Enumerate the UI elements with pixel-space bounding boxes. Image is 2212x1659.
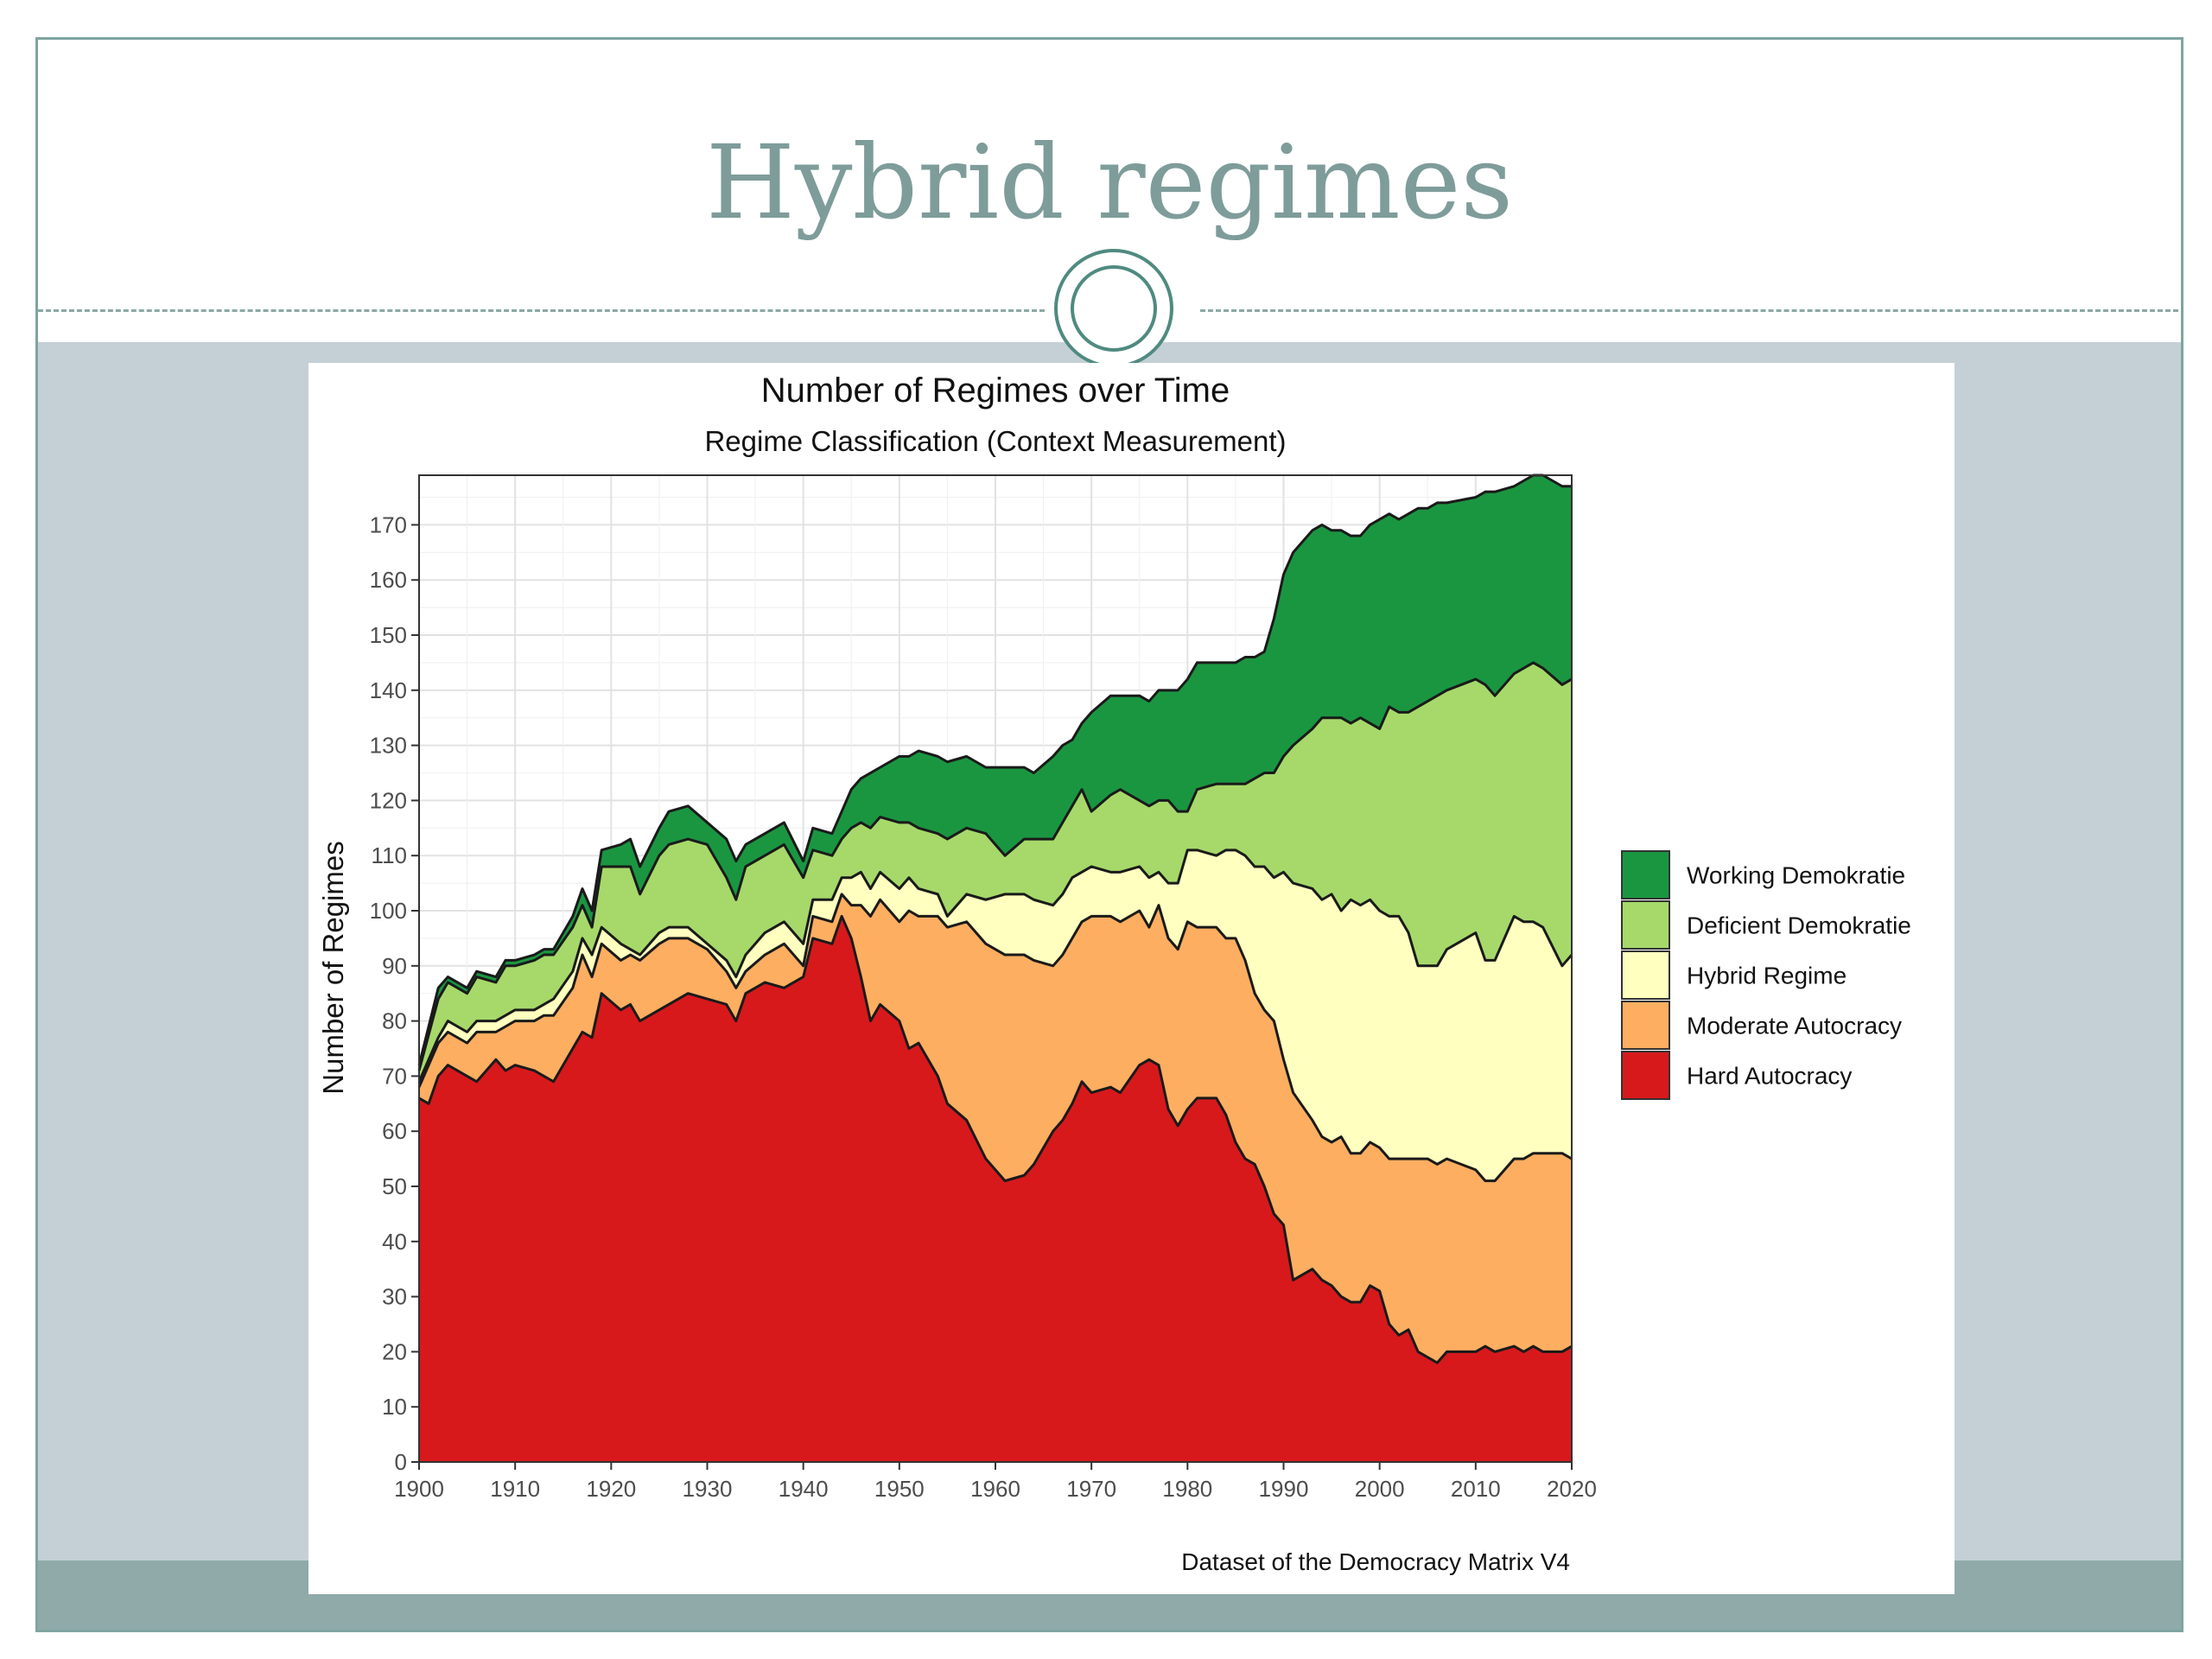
- y-tick-label: 70: [382, 1063, 407, 1089]
- y-tick-label: 60: [382, 1118, 407, 1144]
- x-tick-label: 1930: [683, 1476, 733, 1502]
- area-moderate-autocracy: [419, 893, 1572, 1363]
- y-tick-label: 90: [382, 953, 407, 979]
- boundary-line-deficient-demokratie: [417, 661, 1573, 1071]
- legend-swatch-deficient-demokratie: [1621, 900, 1670, 950]
- legend: Working Demokratie Deficient Demokratie Hy…: [1621, 850, 1911, 1100]
- y-tick-label: 50: [382, 1173, 407, 1199]
- y-tick-label: 170: [370, 512, 407, 537]
- x-tick-label: 1960: [970, 1476, 1020, 1502]
- legend-label-hybrid-regime: Hybrid Regime: [1687, 963, 1847, 989]
- y-tick-label: 30: [382, 1284, 407, 1310]
- area-hard-autocracy: [419, 916, 1572, 1462]
- ornament-inner-circle: [1071, 265, 1157, 352]
- y-tick-label: 110: [372, 842, 407, 868]
- x-tick-label: 1980: [1162, 1476, 1212, 1502]
- area-hybrid-regime: [419, 849, 1572, 1181]
- legend-label-deficient-demokratie: Deficient Demokratie: [1687, 912, 1911, 939]
- chart-title: Number of Regimes over Time: [761, 372, 1230, 410]
- x-tick-label: 2020: [1547, 1476, 1597, 1502]
- legend-label-hard-autocracy: Hard Autocracy: [1687, 1063, 1852, 1090]
- x-tick-label: 1940: [779, 1476, 829, 1502]
- y-tick-label: 20: [382, 1338, 407, 1364]
- chart-caption: Dataset of the Democracy Matrix V4: [1181, 1548, 1570, 1575]
- y-tick-label: 150: [370, 622, 407, 648]
- boundary-line-hard-autocracy: [418, 914, 1573, 1364]
- area-working-demokratie: [419, 475, 1572, 1071]
- legend-swatch-hybrid-regime: [1621, 950, 1670, 1000]
- title-divider-left: [38, 309, 1045, 312]
- legend-label-moderate-autocracy: Moderate Autocracy: [1687, 1013, 1902, 1039]
- y-tick-label: 130: [370, 733, 407, 759]
- legend-swatch-hard-autocracy: [1621, 1051, 1670, 1100]
- y-axis-label: Number of Regimes: [317, 841, 349, 1094]
- y-tick-label: 120: [370, 787, 407, 813]
- axes: 0 10 20 30 40 50 60 70 80 90 100 110 120 130 140 150 160…: [370, 474, 1597, 1502]
- x-tick-label: 2010: [1451, 1476, 1501, 1502]
- legend-swatch-working-demokratie: [1621, 850, 1670, 899]
- chart-subtitle: Regime Classification (Context Measureme…: [704, 425, 1286, 457]
- y-tick-label: 10: [382, 1394, 407, 1420]
- legend-label-working-demokratie: Working Demokratie: [1687, 862, 1905, 889]
- y-tick-label: 0: [395, 1449, 407, 1475]
- y-tick-label: 160: [370, 567, 407, 593]
- y-tick-label: 100: [370, 898, 407, 924]
- x-tick-label: 1910: [490, 1476, 540, 1502]
- area-deficient-demokratie: [419, 662, 1572, 1082]
- x-tick-label: 2000: [1355, 1476, 1405, 1502]
- y-tick-label: 40: [382, 1229, 407, 1255]
- slide-title: Hybrid regimes: [705, 123, 1514, 242]
- chart-card: Number of Regimes over Time Regime Class…: [308, 363, 1955, 1594]
- x-tick-label: 1990: [1259, 1476, 1309, 1502]
- boundary-line-working-demokratie: [417, 474, 1572, 1066]
- y-tick-label: 80: [382, 1008, 407, 1034]
- plot-area: [417, 474, 1573, 1463]
- double-circle-ornament-icon: [1054, 249, 1173, 368]
- y-tick-label: 140: [370, 677, 407, 703]
- stacked-area-chart: Number of Regimes over Time Regime Class…: [317, 372, 1911, 1575]
- title-divider-right: [1200, 309, 2181, 312]
- x-tick-label: 1950: [874, 1476, 925, 1502]
- x-tick-label: 1920: [586, 1476, 636, 1502]
- boundary-line-hybrid-regime: [417, 849, 1573, 1083]
- boundary-line-moderate-autocracy: [417, 893, 1573, 1183]
- x-tick-label: 1970: [1066, 1476, 1116, 1502]
- legend-swatch-moderate-autocracy: [1621, 1001, 1670, 1050]
- x-tick-label: 1900: [394, 1476, 444, 1502]
